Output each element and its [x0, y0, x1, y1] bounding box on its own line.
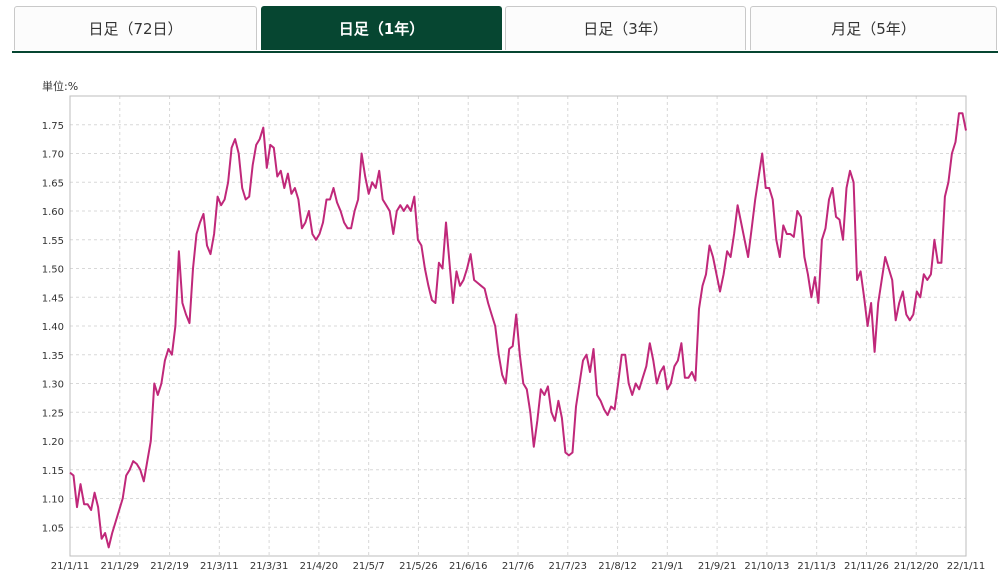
- x-tick-label: 21/3/11: [200, 561, 239, 572]
- x-axis-ticks: 21/1/11 21/1/29 21/2/19 21/3/11 21/3/31 21/4/…: [51, 561, 986, 572]
- y-tick-label: 1.50: [42, 265, 64, 276]
- y-tick-label: 1.55: [42, 236, 64, 247]
- y-tick-label: 1.35: [42, 351, 64, 362]
- series-line: [69, 112, 967, 549]
- x-tick-label: 21/9/1: [651, 561, 683, 572]
- x-tick-label: 21/2/19: [150, 561, 189, 572]
- y-tick-label: 1.10: [42, 495, 64, 506]
- x-tick-label: 21/11/26: [844, 561, 889, 572]
- period-tabs: 日足（72日） 日足（1年） 日足（3年） 月足（5年）: [14, 6, 998, 52]
- y-tick-label: 1.25: [42, 408, 64, 419]
- x-tick-label: 21/11/3: [797, 561, 836, 572]
- chart-grid: [69, 96, 967, 556]
- x-tick-label: 21/1/29: [100, 561, 139, 572]
- tab-label: 日足（3年）: [583, 20, 668, 38]
- unit-label: 単位:%: [42, 80, 79, 93]
- y-tick-label: 1.30: [42, 380, 64, 391]
- y-tick-label: 1.70: [42, 150, 64, 161]
- x-tick-label: 21/5/7: [353, 561, 385, 572]
- plot-border: [69, 95, 967, 557]
- x-tick-label: 21/7/6: [502, 561, 534, 572]
- tab-daily-1y[interactable]: 日足（1年）: [261, 6, 502, 50]
- x-tick-label: 21/12/20: [894, 561, 939, 572]
- tab-monthly-5y[interactable]: 月足（5年）: [750, 6, 997, 50]
- x-tick-label: 21/8/12: [598, 561, 637, 572]
- tab-label: 月足（5年）: [831, 20, 916, 38]
- x-tick-label: 21/1/11: [51, 561, 90, 572]
- y-tick-label: 1.40: [42, 322, 64, 333]
- y-tick-label: 1.20: [42, 437, 64, 448]
- tab-label: 日足（1年）: [338, 20, 425, 38]
- x-tick-label: 21/10/13: [744, 561, 789, 572]
- x-tick-label: 21/7/23: [548, 561, 587, 572]
- y-tick-label: 1.65: [42, 178, 64, 189]
- x-tick-label: 21/9/21: [698, 561, 737, 572]
- tab-daily-3y[interactable]: 日足（3年）: [505, 6, 746, 50]
- x-tick-label: 21/4/20: [300, 561, 339, 572]
- y-tick-label: 1.15: [42, 466, 64, 477]
- y-tick-label: 1.75: [42, 121, 64, 132]
- x-tick-label: 21/6/16: [449, 561, 488, 572]
- tab-underline: [12, 51, 998, 53]
- y-tick-label: 1.60: [42, 207, 64, 218]
- x-tick-label: 21/5/26: [399, 561, 438, 572]
- y-tick-label: 1.45: [42, 293, 64, 304]
- y-tick-label: 1.05: [42, 523, 64, 534]
- tab-daily-72d[interactable]: 日足（72日）: [14, 6, 257, 50]
- y-axis-ticks: 1.05 1.10 1.15 1.20 1.25 1.30 1.35 1.40 1.45 1.50…: [42, 121, 64, 535]
- x-tick-label: 21/3/31: [250, 561, 289, 572]
- tab-label: 日足（72日）: [88, 20, 183, 38]
- x-tick-label: 22/1/11: [947, 561, 986, 572]
